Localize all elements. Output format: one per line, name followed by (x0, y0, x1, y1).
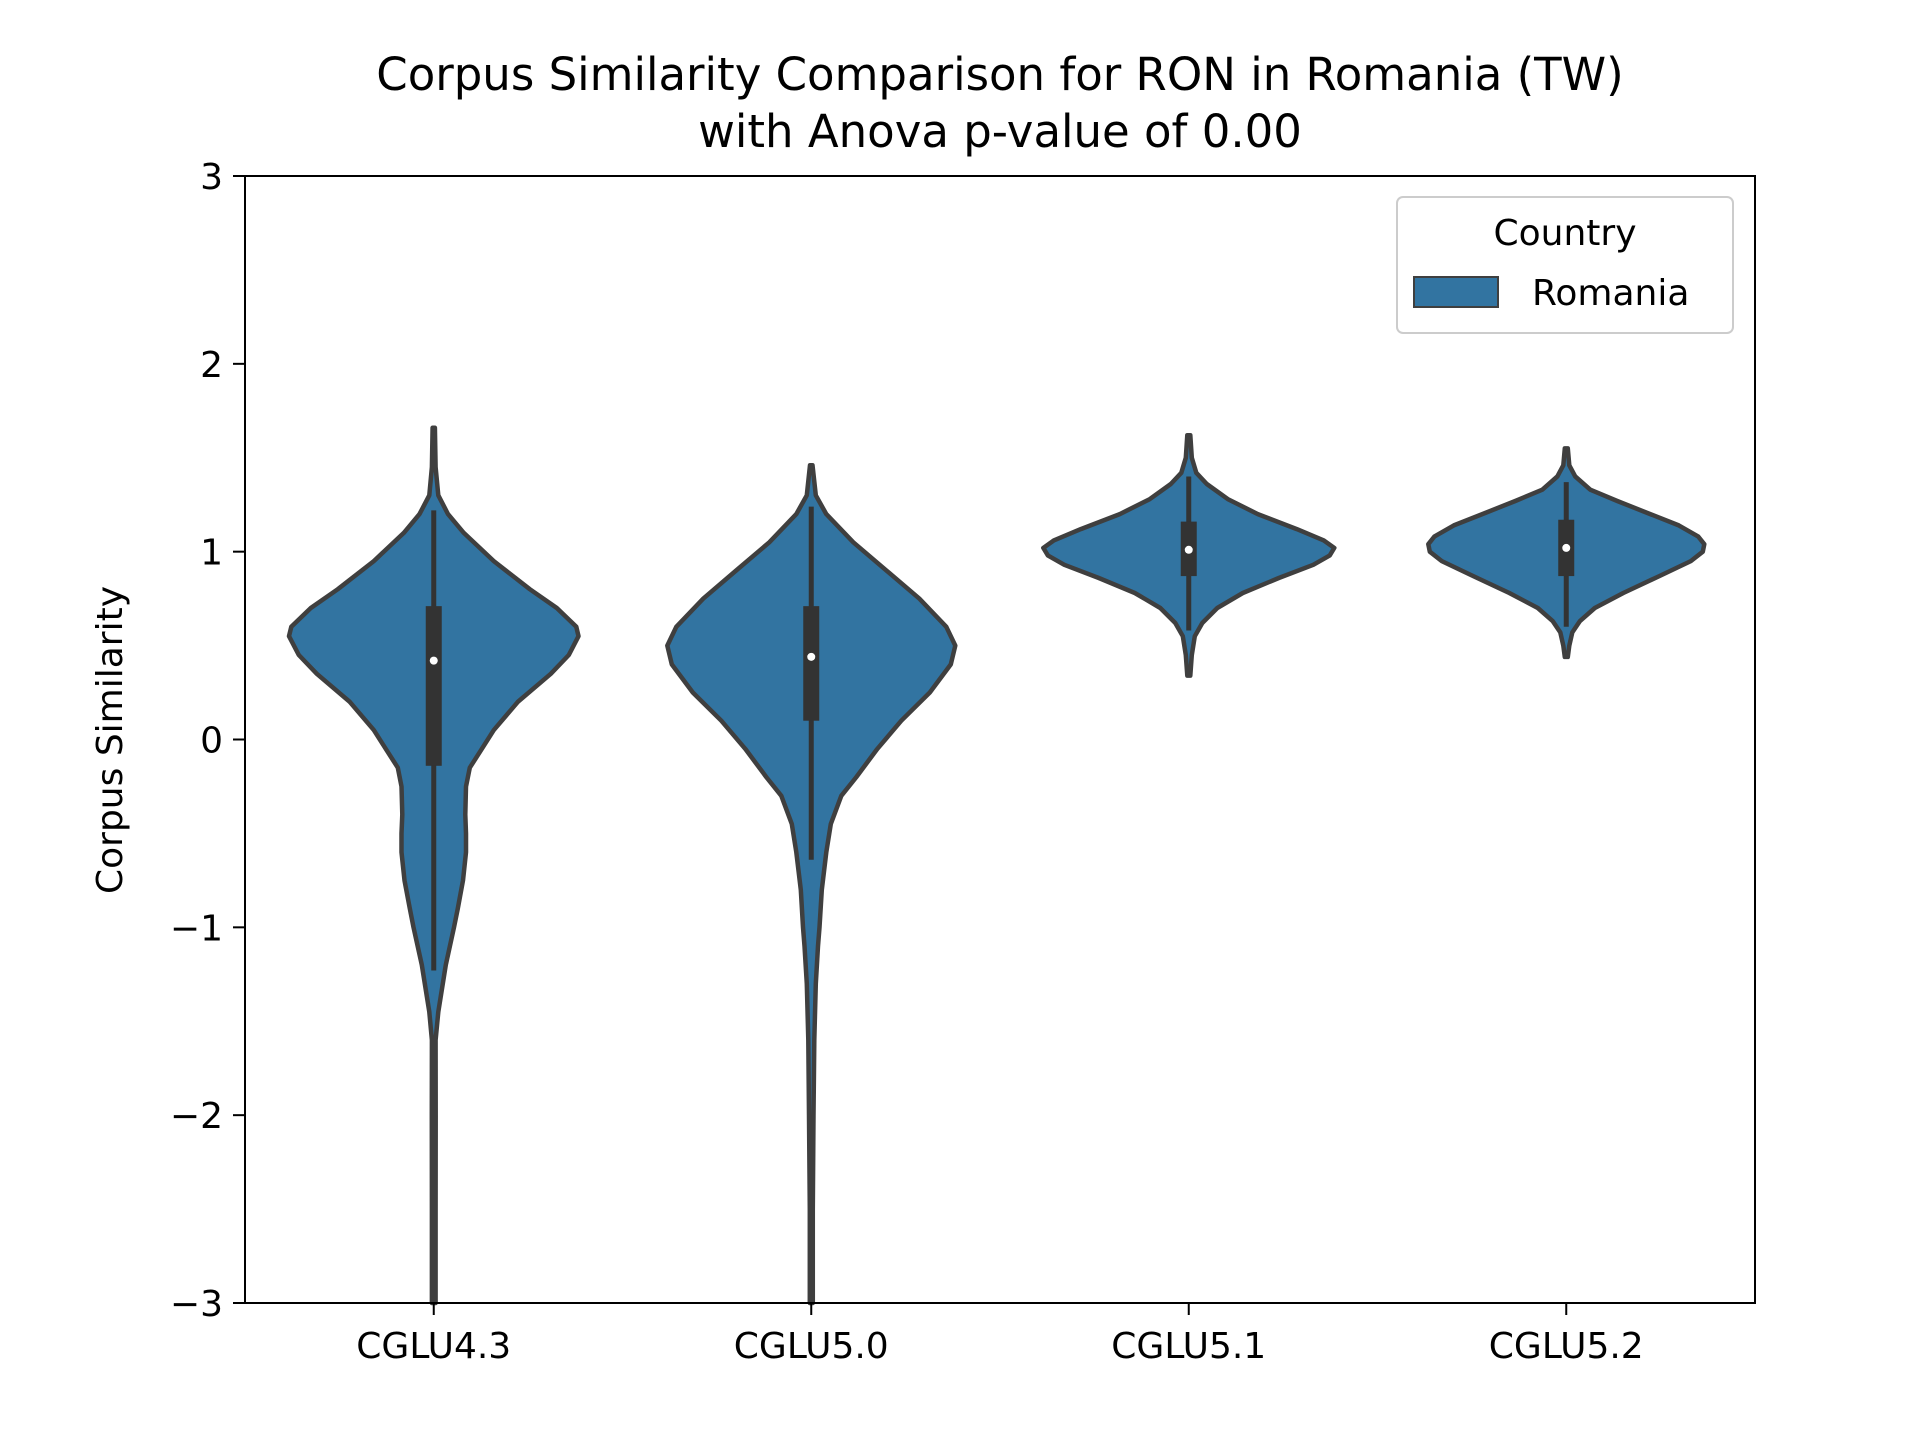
violin-cglu5-1 (1041, 432, 1337, 678)
x-tick-label: CGLU5.2 (1489, 1326, 1644, 1367)
axes-layer: −3 −2 −1 0 1 2 3 CGLU4.3 CGLU5.0 CGLU5.1 CGLU5.2 (170, 157, 1644, 1367)
legend-title: Country (1493, 213, 1636, 254)
y-tick-label: 1 (200, 533, 223, 574)
violin-median-cglu4-3 (429, 656, 438, 665)
violin-iqr-box-cglu5-0 (803, 606, 820, 721)
violin-cglu5-2 (1426, 446, 1707, 660)
violin-median-cglu5-1 (1184, 545, 1193, 554)
chart-title: Corpus Similarity Comparison for RON in … (376, 48, 1623, 101)
y-tick-label: 3 (200, 157, 223, 198)
violin-median-cglu5-0 (807, 652, 816, 661)
legend: Country Romania (1396, 196, 1734, 334)
y-tick-label: −2 (170, 1096, 223, 1137)
y-tick-label: 0 (200, 721, 223, 762)
violin-body-cglu5-0 (665, 463, 958, 1306)
y-axis-label: Corpus Similarity (90, 586, 131, 894)
y-tick-label: −1 (170, 908, 223, 949)
x-tick-label: CGLU4.3 (356, 1326, 511, 1367)
chart-subtitle: with Anova p-value of 0.00 (698, 105, 1302, 158)
y-tick-label: −3 (170, 1284, 223, 1325)
legend-entry-romania: Romania (1532, 273, 1689, 314)
violin-median-cglu5-2 (1562, 543, 1571, 552)
y-tick-label: 2 (200, 345, 223, 386)
violin-cglu5-0 (665, 463, 958, 1306)
x-tick-label: CGLU5.0 (734, 1326, 889, 1367)
violins-layer (286, 425, 1707, 1306)
violin-iqr-box-cglu4-3 (425, 606, 442, 766)
x-tick-label: CGLU5.1 (1111, 1326, 1266, 1367)
violin-cglu4-3 (286, 425, 581, 1306)
legend-swatch-romania (1413, 276, 1499, 308)
